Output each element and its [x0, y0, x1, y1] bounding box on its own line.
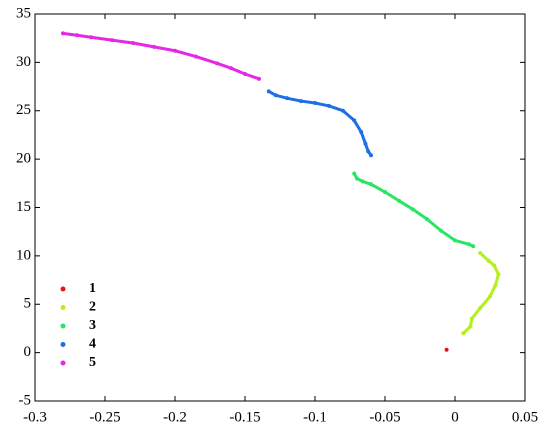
legend-marker: [60, 286, 66, 292]
y-tick-label: 35: [16, 5, 31, 21]
point: [352, 171, 357, 176]
point: [492, 263, 497, 268]
y-tick-label: 30: [16, 54, 31, 70]
legend-label: 3: [89, 318, 96, 333]
legend-marker: [60, 323, 66, 329]
point: [461, 331, 466, 336]
point: [327, 103, 331, 108]
point: [266, 89, 271, 94]
x-tick-label: -0.2: [163, 409, 187, 425]
point: [173, 48, 177, 53]
x-tick-label: -0.1: [303, 409, 327, 425]
y-tick-label: 10: [16, 247, 31, 263]
point: [229, 66, 233, 71]
point: [285, 96, 289, 101]
x-tick-label: 0.05: [512, 409, 538, 425]
point: [243, 71, 247, 76]
point: [363, 141, 368, 146]
point: [469, 316, 474, 321]
point: [273, 93, 278, 98]
point: [467, 242, 471, 247]
series-curve: [268, 90, 373, 157]
point: [468, 324, 473, 329]
point: [453, 238, 457, 243]
series-curve: [462, 251, 500, 335]
legend-marker: [60, 342, 66, 347]
point: [257, 76, 261, 81]
y-tick-label: -5: [19, 392, 32, 408]
point: [352, 118, 357, 123]
point: [299, 99, 303, 104]
x-tick-label: -0.05: [369, 409, 400, 425]
point: [152, 44, 156, 49]
point: [425, 217, 429, 222]
legend-marker: [60, 305, 66, 310]
point: [369, 153, 373, 158]
point: [215, 61, 219, 66]
legend-label: 1: [89, 281, 96, 296]
point: [341, 108, 345, 113]
y-tick-label: 15: [16, 199, 31, 215]
point: [355, 176, 359, 181]
x-tick-label: -0.3: [23, 409, 47, 425]
y-tick-label: 20: [16, 151, 31, 167]
legend-label: 2: [89, 300, 96, 315]
point: [478, 306, 483, 311]
point: [486, 258, 491, 263]
x-tick-label: 0: [451, 409, 459, 425]
point: [496, 272, 501, 277]
point: [444, 347, 449, 352]
legend-label: 4: [89, 337, 96, 352]
point: [75, 33, 79, 38]
y-tick-label: 25: [16, 102, 31, 118]
point: [397, 198, 401, 203]
legend-label: 5: [89, 355, 96, 370]
point: [360, 179, 365, 184]
x-tick-label: -0.25: [89, 409, 120, 425]
point: [478, 250, 483, 255]
point: [359, 130, 364, 135]
point: [488, 294, 492, 299]
point: [131, 41, 135, 46]
point: [383, 190, 387, 195]
y-tick-label: 0: [24, 344, 32, 360]
point: [89, 35, 93, 40]
point: [61, 31, 65, 36]
point: [369, 182, 373, 187]
point: [366, 149, 371, 154]
point: [313, 101, 317, 106]
x-tick-label: -0.15: [229, 409, 260, 425]
legend-marker: [60, 360, 66, 366]
point: [471, 244, 476, 249]
y-tick-label: 5: [24, 296, 32, 312]
point: [411, 207, 415, 212]
point: [110, 38, 114, 43]
point: [439, 228, 443, 233]
series-curve: [62, 31, 260, 81]
point: [493, 282, 498, 287]
plot-frame: [34, 13, 526, 402]
point: [194, 54, 198, 59]
